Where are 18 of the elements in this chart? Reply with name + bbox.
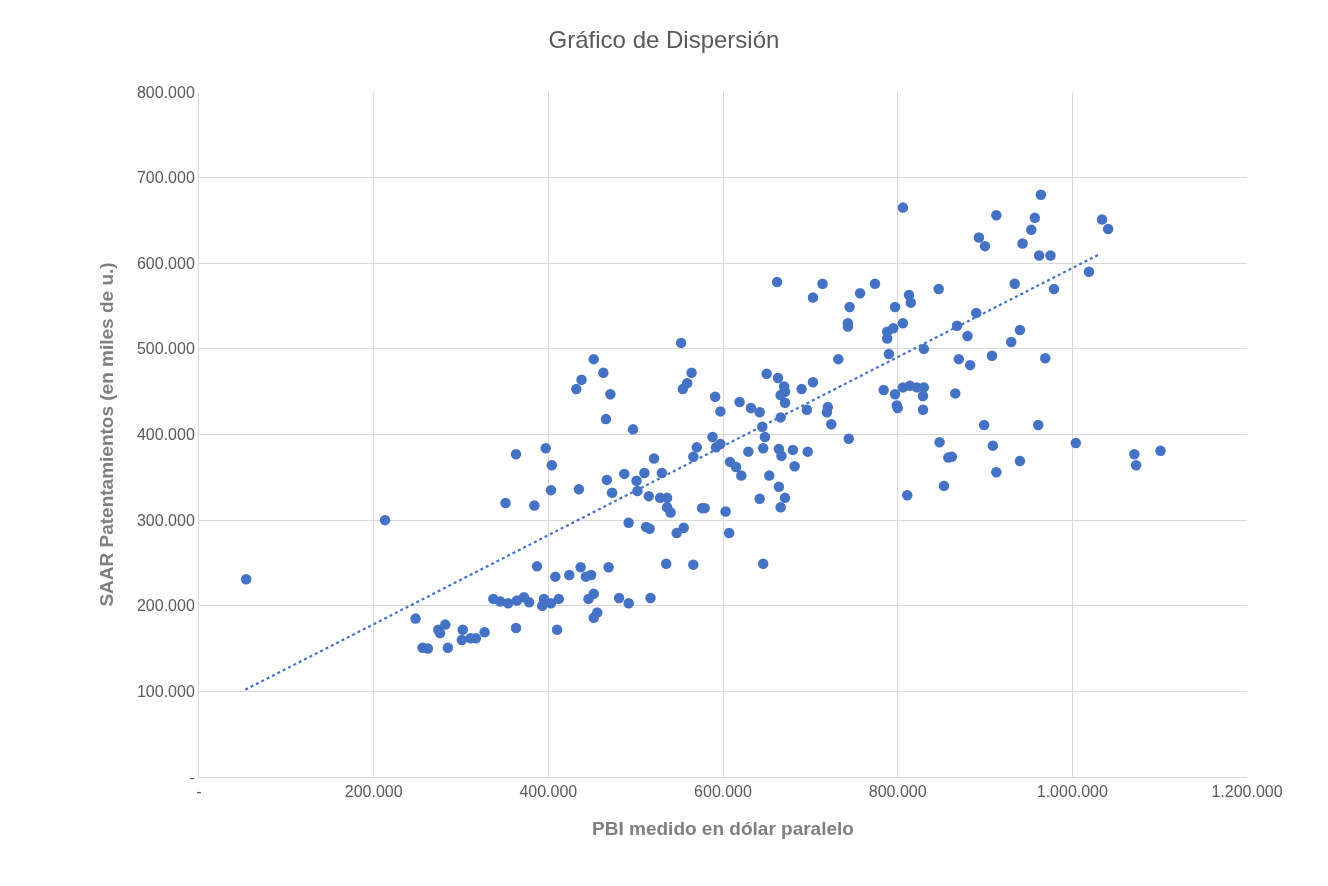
chart-title: Gráfico de Dispersión bbox=[548, 26, 780, 54]
y-axis-title: SAAR Patentamientos (en miles de u.) bbox=[95, 262, 117, 607]
x-tick-label: 200.000 bbox=[344, 783, 403, 801]
x-tick-label: 1.200.000 bbox=[1211, 783, 1283, 801]
y-tick-label: 400.000 bbox=[136, 426, 195, 444]
x-axis-title: PBI medido en dólar paralelo bbox=[592, 818, 854, 839]
y-tick-label: 600.000 bbox=[136, 254, 195, 272]
y-tick-label: 700.000 bbox=[136, 169, 195, 187]
x-tick-label: 400.000 bbox=[519, 783, 578, 801]
y-tick-label: 100.000 bbox=[136, 682, 195, 700]
y-tick-label: 200.000 bbox=[136, 597, 195, 615]
x-tick-label: 800.000 bbox=[868, 783, 927, 801]
x-tick-label: 1.000.000 bbox=[1036, 783, 1109, 801]
y-tick-label: 300.000 bbox=[136, 511, 195, 529]
y-tick-label: 500.000 bbox=[136, 340, 195, 358]
y-tick-label: 800.000 bbox=[136, 83, 195, 101]
x-tick-label: 600.000 bbox=[694, 783, 753, 801]
y-tick-label: - bbox=[189, 768, 195, 786]
